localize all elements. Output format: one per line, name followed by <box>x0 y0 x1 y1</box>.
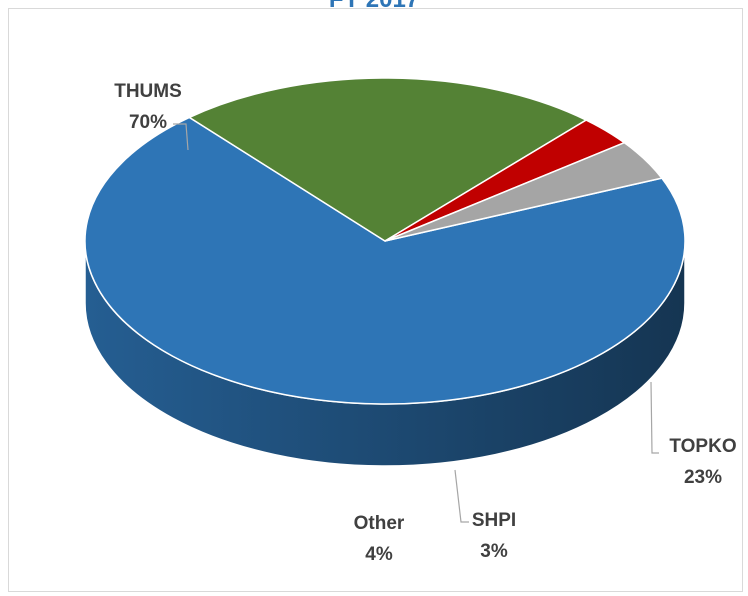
leader-line-thums <box>173 123 189 151</box>
leader-line-shpi <box>454 469 469 523</box>
slice-labels: THUMS 70% TOPKO 23% SHPI 3% Other 4% <box>114 81 736 565</box>
slice-label-thums: THUMS <box>114 81 182 102</box>
slice-other <box>384 141 664 242</box>
slice-label-other: Other <box>354 513 405 534</box>
chart-title: FY 2017 <box>0 0 748 14</box>
slice-thums <box>84 116 686 405</box>
slice-topko <box>187 77 588 242</box>
leader-line-topko <box>650 381 659 454</box>
slice-percent-thums: 70% <box>129 112 167 133</box>
slice-label-shpi: SHPI <box>472 510 516 531</box>
leader-lines <box>173 123 659 523</box>
slice-percent-topko: 23% <box>684 467 722 488</box>
slice-label-topko: TOPKO <box>669 436 736 457</box>
slice-percent-other: 4% <box>365 544 393 565</box>
slice-percent-shpi: 3% <box>480 541 508 562</box>
pie-tops <box>84 77 686 405</box>
